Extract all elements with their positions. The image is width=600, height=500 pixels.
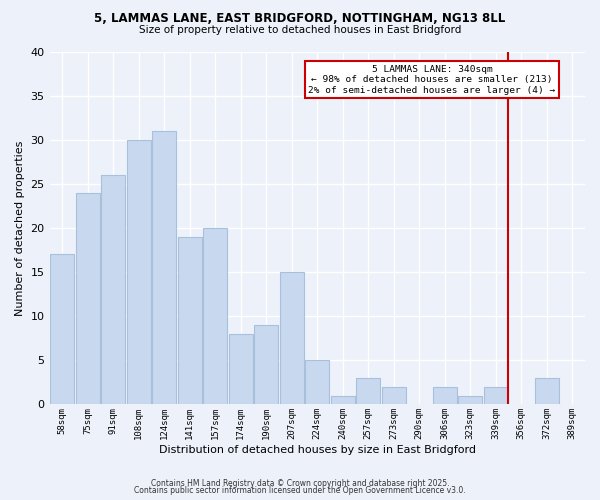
Bar [484, 387, 508, 404]
Bar [127, 140, 151, 404]
Bar [458, 396, 482, 404]
Bar [152, 131, 176, 404]
Bar [229, 334, 253, 404]
Bar [535, 378, 559, 404]
Bar [178, 237, 202, 404]
Bar [433, 387, 457, 404]
Bar [50, 254, 74, 404]
Text: 5 LAMMAS LANE: 340sqm
← 98% of detached houses are smaller (213)
2% of semi-deta: 5 LAMMAS LANE: 340sqm ← 98% of detached … [308, 64, 556, 94]
X-axis label: Distribution of detached houses by size in East Bridgford: Distribution of detached houses by size … [159, 445, 476, 455]
Bar [382, 387, 406, 404]
Bar [280, 272, 304, 404]
Bar [356, 378, 380, 404]
Bar [101, 175, 125, 404]
Text: Size of property relative to detached houses in East Bridgford: Size of property relative to detached ho… [139, 25, 461, 35]
Text: Contains HM Land Registry data © Crown copyright and database right 2025.: Contains HM Land Registry data © Crown c… [151, 478, 449, 488]
Bar [331, 396, 355, 404]
Bar [254, 325, 278, 404]
Y-axis label: Number of detached properties: Number of detached properties [15, 140, 25, 316]
Bar [76, 192, 100, 404]
Text: Contains public sector information licensed under the Open Government Licence v3: Contains public sector information licen… [134, 486, 466, 495]
Text: 5, LAMMAS LANE, EAST BRIDGFORD, NOTTINGHAM, NG13 8LL: 5, LAMMAS LANE, EAST BRIDGFORD, NOTTINGH… [94, 12, 506, 26]
Bar [305, 360, 329, 405]
Bar [203, 228, 227, 404]
